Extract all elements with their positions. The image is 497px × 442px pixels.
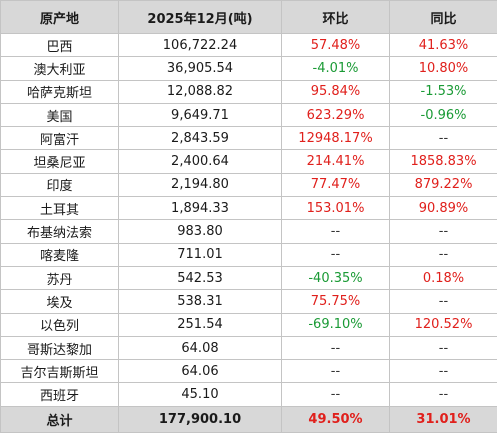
cell-mom: -- (281, 359, 390, 384)
cell-origin: 澳大利亚 (0, 56, 119, 81)
cell-yoy: -- (389, 382, 497, 407)
cell-mom: 12948.17% (281, 126, 390, 151)
cell-volume: 9,649.71 (118, 102, 282, 128)
total-yoy: 31.01% (389, 405, 497, 433)
cell-origin: 印度 (0, 172, 119, 198)
cell-volume: 251.54 (118, 312, 282, 337)
cell-volume: 45.10 (118, 382, 282, 407)
cell-volume: 711.01 (118, 242, 282, 267)
table-row: 吉尔吉斯斯坦 64.06 -- -- (0, 359, 497, 384)
cell-origin: 喀麦隆 (0, 242, 119, 267)
cell-yoy: -- (389, 126, 497, 151)
cell-origin: 以色列 (0, 312, 119, 337)
import-volume-table: 原产地 2025年12月(吨) 环比 同比 巴西 106,722.24 57.48%… (0, 0, 497, 433)
header-yoy: 同比 (389, 0, 497, 34)
cell-yoy: -1.53% (389, 79, 497, 104)
cell-volume: 1,894.33 (118, 196, 282, 221)
total-row: 总计 177,900.10 49.50% 31.01% (0, 405, 497, 433)
cell-mom: 153.01% (281, 196, 390, 221)
cell-yoy: -- (389, 242, 497, 267)
table-row: 喀麦隆 711.01 -- -- (0, 242, 497, 267)
cell-volume: 64.06 (118, 359, 282, 384)
cell-origin: 吉尔吉斯斯坦 (0, 359, 119, 384)
cell-mom: -- (281, 219, 390, 244)
table-row: 土耳其 1,894.33 153.01% 90.89% (0, 196, 497, 221)
total-mom: 49.50% (281, 405, 390, 433)
cell-mom: -69.10% (281, 312, 390, 337)
table-row: 哥斯达黎加 64.08 -- -- (0, 335, 497, 361)
cell-yoy: 0.18% (389, 265, 497, 291)
cell-yoy: -0.96% (389, 102, 497, 128)
cell-origin: 土耳其 (0, 196, 119, 221)
table-row: 西班牙 45.10 -- -- (0, 382, 497, 407)
table-row: 巴西 106,722.24 57.48% 41.63% (0, 32, 497, 58)
table-row: 埃及 538.31 75.75% -- (0, 289, 497, 314)
cell-volume: 106,722.24 (118, 32, 282, 58)
cell-volume: 2,400.64 (118, 149, 282, 174)
table-header: 原产地 2025年12月(吨) 环比 同比 (0, 0, 497, 34)
cell-mom: -4.01% (281, 56, 390, 81)
cell-mom: 623.29% (281, 102, 390, 128)
cell-mom: 75.75% (281, 289, 390, 314)
cell-yoy: -- (389, 219, 497, 244)
cell-yoy: 879.22% (389, 172, 497, 198)
cell-origin: 坦桑尼亚 (0, 149, 119, 174)
table-row: 布基纳法索 983.80 -- -- (0, 219, 497, 244)
cell-volume: 983.80 (118, 219, 282, 244)
cell-origin: 布基纳法索 (0, 219, 119, 244)
cell-volume: 538.31 (118, 289, 282, 314)
cell-volume: 64.08 (118, 335, 282, 361)
cell-mom: 77.47% (281, 172, 390, 198)
header-volume: 2025年12月(吨) (118, 0, 282, 34)
cell-mom: 214.41% (281, 149, 390, 174)
cell-volume: 12,088.82 (118, 79, 282, 104)
cell-origin: 哥斯达黎加 (0, 335, 119, 361)
total-volume: 177,900.10 (118, 405, 282, 433)
cell-mom: -- (281, 382, 390, 407)
cell-origin: 埃及 (0, 289, 119, 314)
cell-origin: 苏丹 (0, 265, 119, 291)
cell-yoy: 1858.83% (389, 149, 497, 174)
cell-yoy: 10.80% (389, 56, 497, 81)
cell-volume: 2,843.59 (118, 126, 282, 151)
cell-origin: 阿富汗 (0, 126, 119, 151)
table-row: 印度 2,194.80 77.47% 879.22% (0, 172, 497, 198)
table-row: 坦桑尼亚 2,400.64 214.41% 1858.83% (0, 149, 497, 174)
cell-origin: 巴西 (0, 32, 119, 58)
cell-yoy: 90.89% (389, 196, 497, 221)
cell-volume: 36,905.54 (118, 56, 282, 81)
cell-volume: 2,194.80 (118, 172, 282, 198)
cell-mom: 95.84% (281, 79, 390, 104)
cell-yoy: -- (389, 359, 497, 384)
cell-mom: -40.35% (281, 265, 390, 291)
table-row: 美国 9,649.71 623.29% -0.96% (0, 102, 497, 128)
cell-yoy: -- (389, 335, 497, 361)
table-row: 阿富汗 2,843.59 12948.17% -- (0, 126, 497, 151)
cell-origin: 哈萨克斯坦 (0, 79, 119, 104)
table-row: 哈萨克斯坦 12,088.82 95.84% -1.53% (0, 79, 497, 104)
total-label: 总计 (0, 405, 119, 433)
cell-mom: -- (281, 242, 390, 267)
cell-yoy: 41.63% (389, 32, 497, 58)
table-body: 巴西 106,722.24 57.48% 41.63% 澳大利亚 36,905.54 -4.… (0, 32, 497, 407)
header-mom: 环比 (281, 0, 390, 34)
cell-origin: 西班牙 (0, 382, 119, 407)
cell-yoy: -- (389, 289, 497, 314)
cell-yoy: 120.52% (389, 312, 497, 337)
cell-mom: 57.48% (281, 32, 390, 58)
table-row: 以色列 251.54 -69.10% 120.52% (0, 312, 497, 337)
table-row: 澳大利亚 36,905.54 -4.01% 10.80% (0, 56, 497, 81)
table-footer: 总计 177,900.10 49.50% 31.01% (0, 405, 497, 433)
header-origin: 原产地 (0, 0, 119, 34)
header-row: 原产地 2025年12月(吨) 环比 同比 (0, 0, 497, 34)
cell-mom: -- (281, 335, 390, 361)
cell-origin: 美国 (0, 102, 119, 128)
table-row: 苏丹 542.53 -40.35% 0.18% (0, 265, 497, 291)
cell-volume: 542.53 (118, 265, 282, 291)
